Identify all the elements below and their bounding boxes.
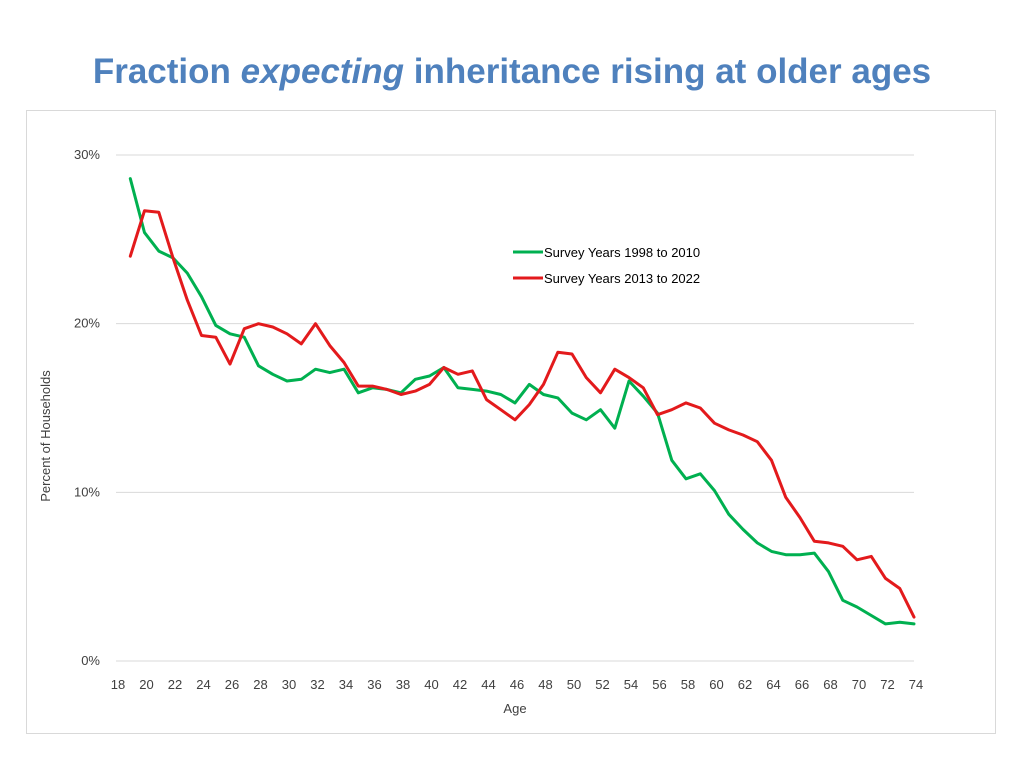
- x-tick-label: 60: [709, 677, 723, 692]
- x-tick-label: 72: [880, 677, 894, 692]
- x-tick-label: 54: [624, 677, 638, 692]
- series-line-2: [128, 209, 916, 619]
- x-tick-label: 56: [652, 677, 666, 692]
- x-tick-label: 52: [595, 677, 609, 692]
- x-tick-label: 28: [253, 677, 267, 692]
- x-tick-label: 26: [225, 677, 239, 692]
- x-tick-label: 50: [567, 677, 581, 692]
- x-tick-label: 70: [852, 677, 866, 692]
- series-line-1: [128, 177, 916, 626]
- x-tick-label: 30: [282, 677, 296, 692]
- x-tick-label: 44: [481, 677, 495, 692]
- x-tick-label: 34: [339, 677, 353, 692]
- legend-label-1: Survey Years 1998 to 2010: [544, 245, 700, 260]
- x-tick-label: 58: [681, 677, 695, 692]
- y-tick-label: 20%: [74, 316, 100, 331]
- x-tick-label: 22: [168, 677, 182, 692]
- y-tick-label: 30%: [74, 147, 100, 162]
- chart-frame: 0% 10% 20% 30% 18 20 22 24 26 28 30 32 34 36 38 40 42 44 4…: [26, 110, 996, 734]
- title-part-normal: Fraction: [92, 52, 241, 91]
- x-tick-label: 64: [766, 677, 780, 692]
- x-tick-label: 36: [367, 677, 381, 692]
- x-tick-label: 40: [424, 677, 438, 692]
- x-tick-label: 32: [310, 677, 324, 692]
- x-tick-label: 46: [510, 677, 524, 692]
- gridlines: [116, 154, 914, 662]
- line-chart: 0% 10% 20% 30% 18 20 22 24 26 28 30 32 34 36 38 40 42 44 4…: [38, 147, 923, 716]
- title-part-italic: expecting: [240, 52, 405, 91]
- axes: 0% 10% 20% 30% 18 20 22 24 26 28 30 32 34 36 38 40 42 44 4…: [38, 147, 923, 716]
- series-lines: [128, 177, 916, 626]
- x-tick-label: 18: [111, 677, 125, 692]
- x-tick-label: 38: [396, 677, 410, 692]
- legend-label-2: Survey Years 2013 to 2022: [544, 271, 700, 286]
- title-part-rest: inheritance rising at older ages: [404, 52, 932, 91]
- y-tick-label: 0%: [81, 653, 100, 668]
- x-tick-label: 48: [538, 677, 552, 692]
- x-tick-label: 66: [795, 677, 809, 692]
- x-axis-title: Age: [503, 701, 526, 716]
- slide-title: Fraction expecting inheritance rising at…: [0, 46, 1024, 98]
- x-tick-label: 24: [196, 677, 210, 692]
- x-tick-label: 74: [909, 677, 923, 692]
- x-tick-label: 62: [738, 677, 752, 692]
- legend: Survey Years 1998 to 2010 Survey Years 20…: [513, 245, 700, 286]
- x-tick-label: 20: [139, 677, 153, 692]
- y-axis-title: Percent of Households: [38, 370, 53, 502]
- y-tick-label: 10%: [74, 484, 100, 499]
- x-tick-label: 42: [453, 677, 467, 692]
- x-tick-label: 68: [823, 677, 837, 692]
